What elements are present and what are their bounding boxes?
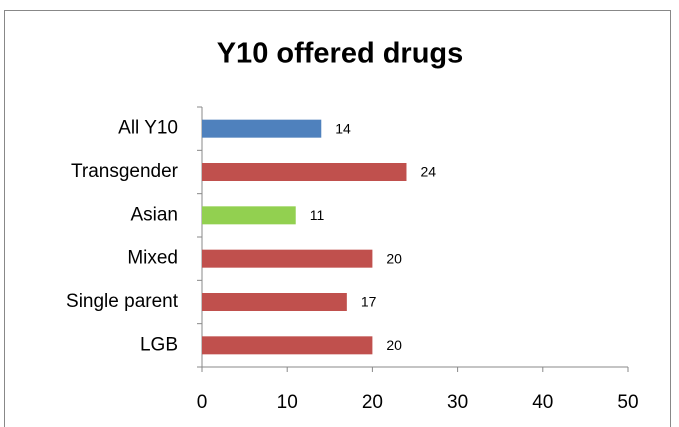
chart-title: Y10 offered drugs [217,38,464,70]
bar [202,119,322,138]
bar [202,249,373,268]
y-tick-label: LGB [140,334,178,355]
bar [202,293,347,311]
x-tick-label: 30 [447,392,468,413]
x-tick-label: 50 [617,392,638,413]
data-label: 20 [386,250,402,266]
bar [202,336,373,355]
x-tick-label: 40 [532,392,553,413]
data-label: 24 [420,164,436,180]
bar [202,163,407,181]
y-tick-label: Transgender [71,161,179,182]
data-label: 17 [361,294,377,310]
x-tick-label: 20 [362,392,383,413]
data-label: 14 [335,120,351,136]
y-tick-label: Mixed [127,248,178,269]
x-tick-label: 10 [277,392,298,413]
bar [202,206,296,225]
x-tick-label: 0 [197,392,208,413]
data-label: 11 [310,207,325,223]
chart-border [4,10,671,427]
y-tick-label: Asian [130,204,178,225]
y-tick-label: Single parent [66,291,179,312]
data-label: 20 [386,337,402,353]
y-tick-label: All Y10 [118,118,178,139]
